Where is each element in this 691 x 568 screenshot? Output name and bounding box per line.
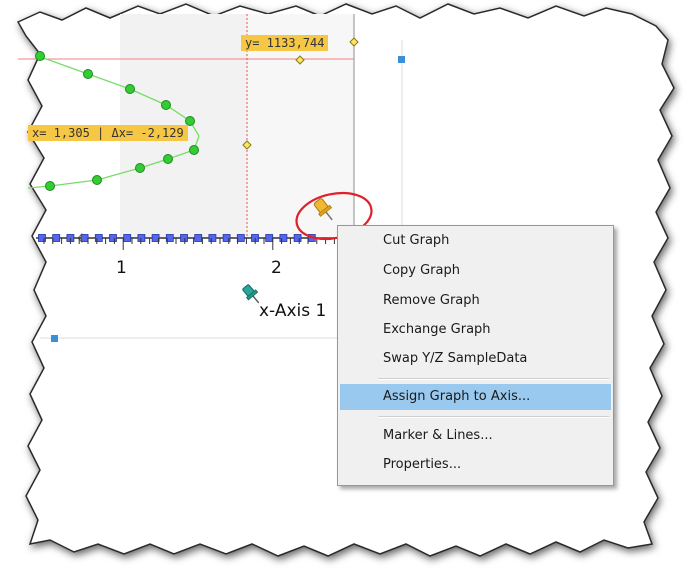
menu-item-marker-and-lines[interactable]: Marker & Lines... [383,428,493,443]
data-square-marker [208,234,217,242]
data-square-marker [180,234,188,242]
curve-point [83,69,93,79]
menu-item-exchange-graph[interactable]: Exchange Graph [383,322,491,337]
context-menu: Cut Graph Copy Graph Remove Graph Exchan… [337,225,614,486]
plot-shaded-band-right [248,14,354,238]
menu-item-assign-graph-to-axis[interactable]: Assign Graph to Axis... [340,384,611,410]
curve-point [161,100,171,110]
curve-point [92,175,102,185]
curve-point [189,145,199,155]
x-tick-label-1: 1 [116,258,127,278]
menu-item-cut-graph[interactable]: Cut Graph [383,233,450,248]
menu-item-swap-yz-sampledata[interactable]: Swap Y/Z SampleData [383,351,528,366]
data-square-marker [236,234,245,242]
data-square-marker [165,234,174,242]
menu-item-properties[interactable]: Properties... [383,457,462,472]
menu-separator [378,378,609,380]
menu-item-copy-graph[interactable]: Copy Graph [383,263,460,278]
pin-icon-yellow[interactable] [312,197,338,225]
data-square-marker [222,234,231,242]
curve-point [135,163,145,173]
curve-point [125,84,135,94]
data-square-marker [52,234,61,242]
handle-square-icon[interactable] [51,335,58,342]
data-square-marker [194,234,203,242]
menu-separator [378,416,609,418]
x-value-marker-label: x= 1,305 | Δx= -2,129 [28,125,188,141]
handle-square-icon[interactable] [398,56,405,63]
marker-diamond[interactable] [349,37,359,47]
data-square-marker [279,234,288,242]
data-square-marker [123,234,132,242]
x-axis-title[interactable]: x-Axis 1 [259,301,327,321]
x-tick-label-2: 2 [271,258,282,278]
marker-diamond[interactable] [242,140,252,150]
data-square-marker [151,234,160,242]
marker-diamond[interactable] [295,55,305,65]
y-value-marker-label: y= 1133,744 [241,35,329,51]
curve-point [163,154,173,164]
data-square-marker [265,234,274,242]
data-square-marker [137,234,146,242]
pin-icon-teal[interactable] [241,283,264,307]
data-square-marker [94,234,103,242]
data-square-marker [293,234,302,242]
data-square-marker [38,234,46,242]
data-square-marker [80,234,89,242]
curve-point [45,181,55,191]
curve-point [185,116,195,126]
menu-item-remove-graph[interactable]: Remove Graph [383,293,480,308]
curve-point [35,51,45,61]
data-square-marker [109,234,117,242]
